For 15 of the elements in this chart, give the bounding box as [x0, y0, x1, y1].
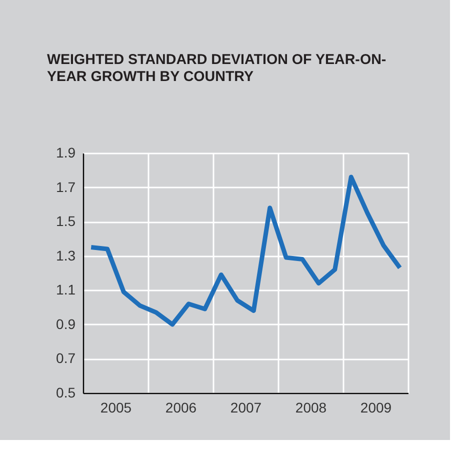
y-tick-label: 0.5	[56, 384, 76, 400]
y-tick-label: 1.5	[56, 213, 76, 230]
x-tick-label: 2007	[230, 400, 262, 416]
line-series	[88, 174, 402, 327]
y-tick-label: 1.3	[56, 247, 76, 264]
x-tick-label: 2006	[165, 400, 197, 416]
y-tick-label: 1.9	[56, 144, 76, 160]
x-tick-label: 2009	[360, 400, 392, 416]
y-tick-label: 0.9	[56, 316, 76, 332]
y-tick-label: 0.7	[56, 350, 76, 366]
y-tick-label: 1.1	[56, 282, 76, 298]
x-tick-label: 2005	[100, 400, 132, 416]
chart-title: WEIGHTED STANDARD DEVIATION OF YEAR-ON-YEAR GROWTH BY COUNTRY	[47, 52, 388, 86]
y-tick-label: 1.7	[56, 178, 76, 195]
x-tick-label: 2008	[295, 400, 327, 416]
